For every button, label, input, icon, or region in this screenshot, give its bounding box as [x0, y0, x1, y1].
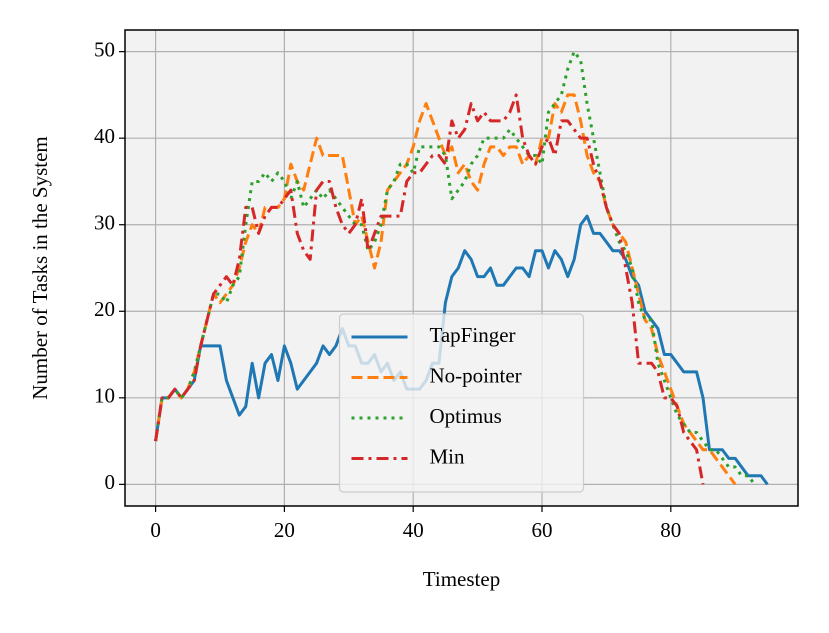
y-axis-label: Number of Tasks in the System — [28, 136, 52, 400]
y-tick-label: 10 — [94, 384, 115, 408]
series-line — [154, 93, 737, 486]
y-tick-label: 20 — [94, 297, 115, 321]
x-axis-label: Timestep — [423, 567, 500, 591]
y-tick-label: 30 — [94, 211, 115, 235]
y-tick-label: 0 — [105, 470, 116, 494]
legend-label: No-pointer — [430, 363, 522, 387]
x-tick-label: 20 — [274, 518, 295, 542]
series-line — [154, 93, 705, 485]
legend-label: Min — [430, 444, 466, 468]
x-tick-label: 0 — [150, 518, 161, 542]
legend-label: TapFinger — [430, 323, 516, 347]
y-tick-label: 40 — [94, 124, 115, 148]
x-tick-label: 40 — [403, 518, 424, 542]
legend-box — [338, 313, 585, 493]
legend-label: Optimus — [430, 404, 502, 428]
series-line — [154, 50, 756, 486]
series-line — [154, 214, 769, 486]
x-tick-label: 60 — [532, 518, 553, 542]
y-tick-label: 50 — [94, 37, 115, 61]
plot-frame — [124, 29, 799, 507]
x-tick-label: 80 — [660, 518, 681, 542]
